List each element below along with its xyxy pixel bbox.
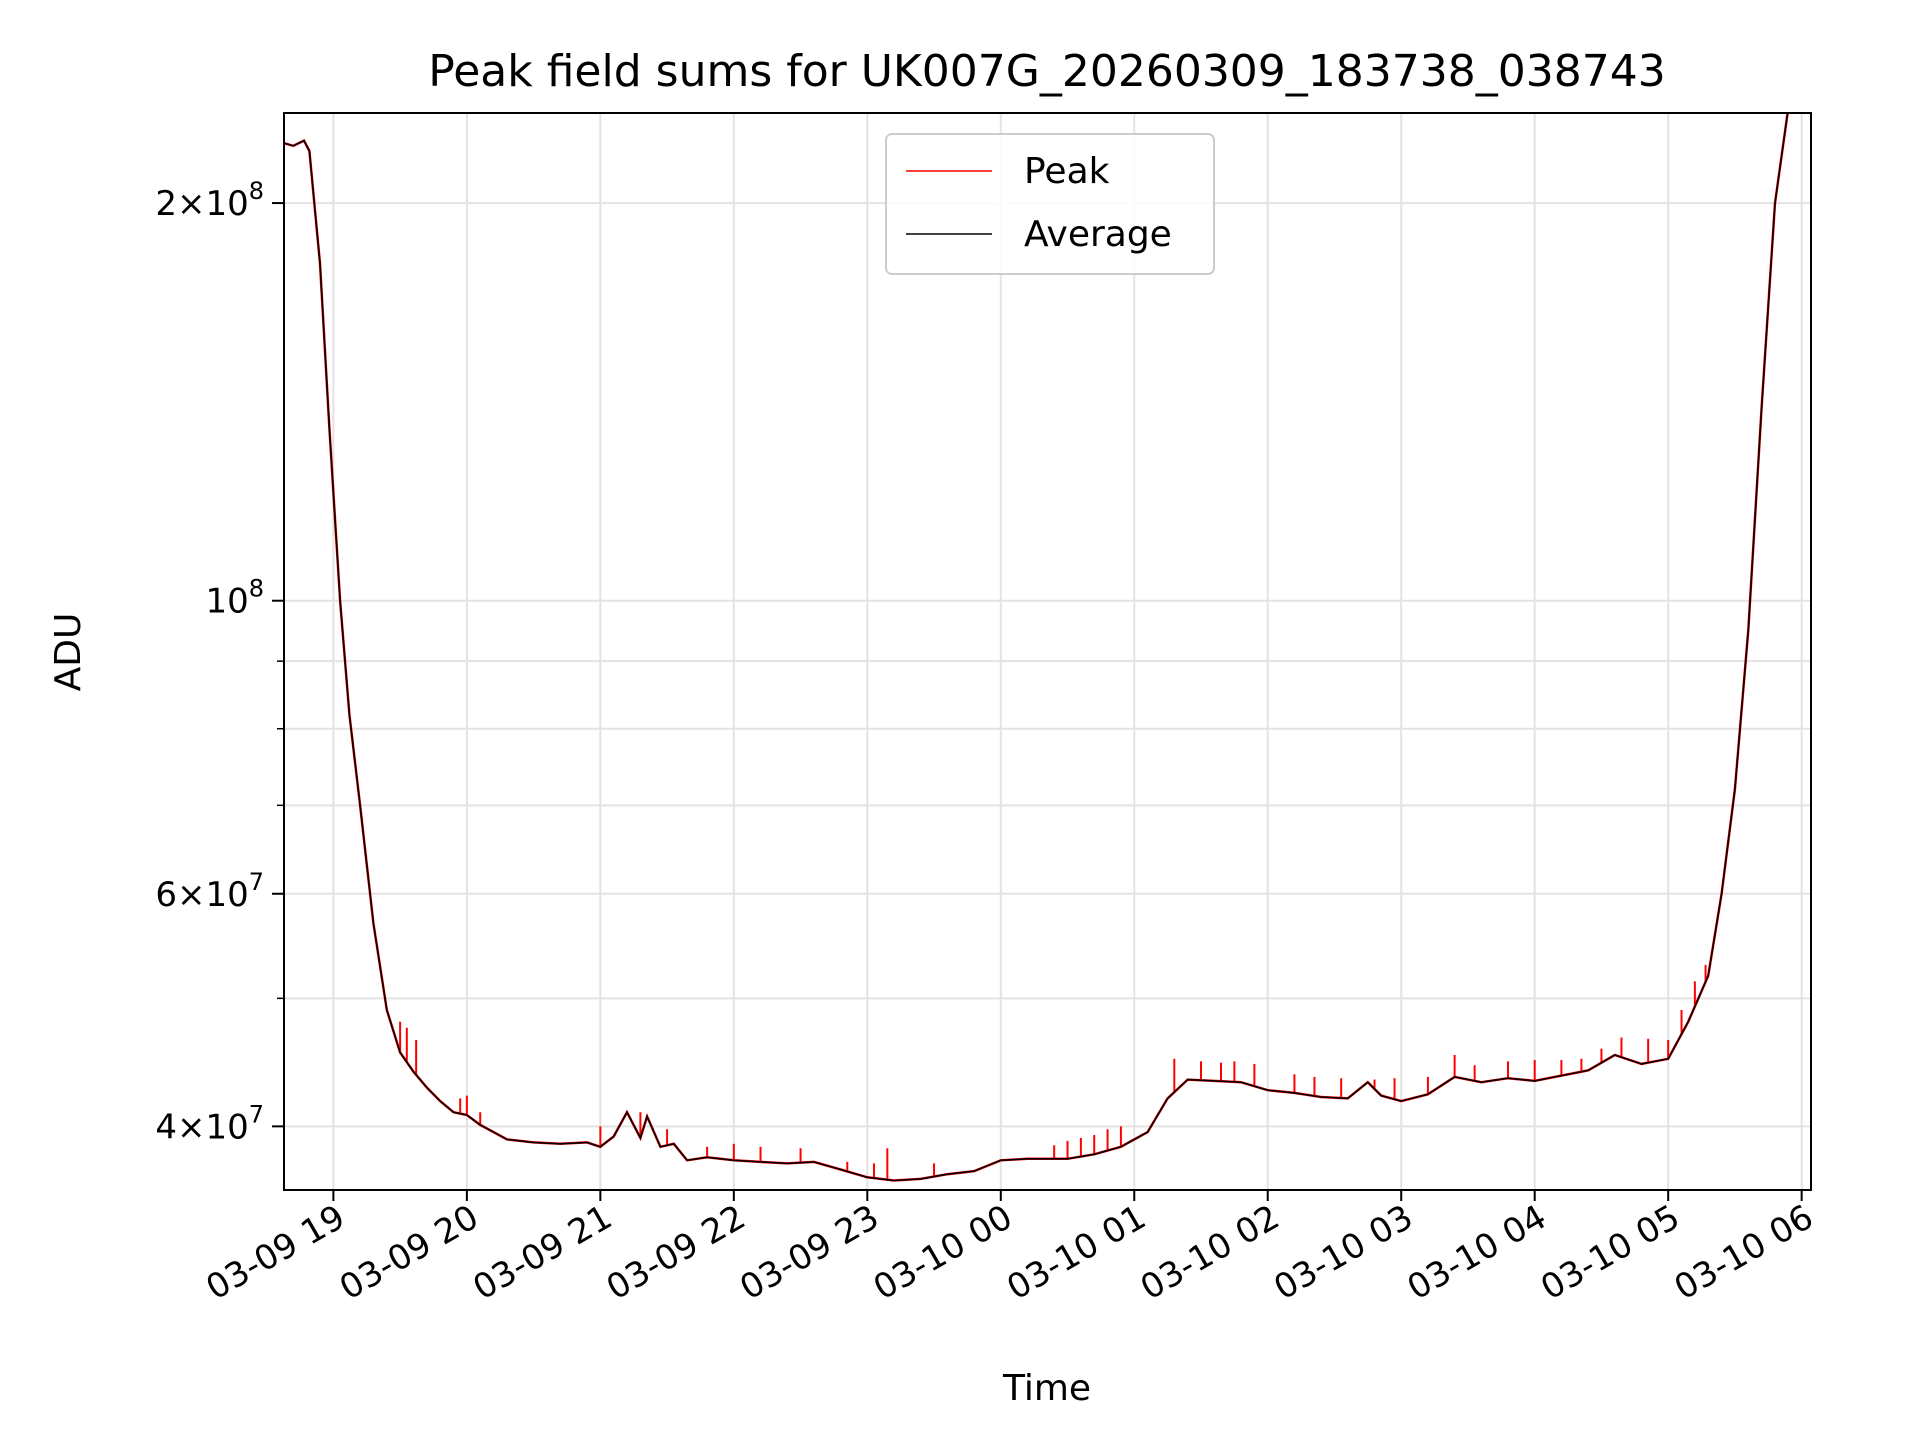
y-tick-label: 108 [205, 575, 264, 622]
axes-frame [283, 112, 1812, 1191]
average-series-line [284, 113, 1789, 1182]
series-group [284, 113, 1789, 1182]
y-tick-label: 6×107 [155, 868, 264, 915]
grid [284, 113, 1811, 1190]
legend-box [885, 133, 1215, 275]
plot-area [284, 113, 1789, 1182]
y-tick-label: 2×108 [155, 177, 264, 224]
x-axis-label: Time [1002, 1368, 1091, 1409]
legend-label-average: Average [1024, 214, 1172, 255]
legend: Peak Average [885, 133, 1215, 275]
y-tick-label: 4×107 [155, 1100, 264, 1147]
y-axis-label: ADU [48, 613, 89, 692]
y-axis-ticks: 4×107 6×107 108 2×108 [155, 177, 284, 1147]
legend-label-peak: Peak [1024, 151, 1110, 192]
chart-title: Peak field sums for UK007G_20260309_1837… [428, 46, 1665, 97]
